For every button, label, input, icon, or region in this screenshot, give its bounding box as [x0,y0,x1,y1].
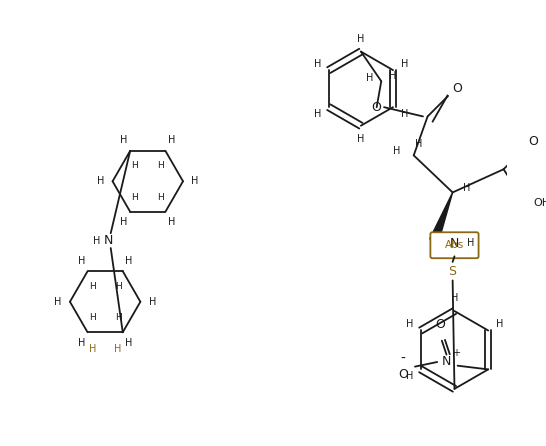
Text: +: + [452,348,460,358]
Text: H: H [191,176,199,186]
Text: H: H [149,297,156,307]
Text: H: H [389,70,396,81]
Text: H: H [121,136,128,145]
Text: H: H [157,193,164,202]
Text: H: H [168,217,175,227]
FancyBboxPatch shape [430,232,478,258]
Text: H: H [125,338,133,348]
Text: H: H [414,139,422,149]
Text: H: H [357,134,365,144]
Text: N: N [442,355,451,368]
Text: H: H [90,344,97,354]
Text: H: H [393,146,401,156]
Text: H: H [78,338,85,348]
Text: H: H [132,193,138,202]
Text: O: O [529,135,538,148]
Text: H: H [132,161,138,170]
Text: H: H [93,235,100,246]
Text: H: H [314,109,321,119]
Text: H: H [97,176,104,186]
Text: O: O [372,101,382,114]
Text: H: H [115,313,122,322]
Text: Abs: Abs [445,240,464,250]
Text: H: H [168,136,175,145]
Text: H: H [314,58,321,69]
Text: OH: OH [533,198,546,208]
Text: H: H [406,319,413,329]
Polygon shape [430,192,453,242]
Text: H: H [463,183,470,193]
Text: H: H [114,344,121,354]
Text: H: H [54,297,62,307]
Text: S: S [449,264,456,278]
Text: H: H [157,161,164,170]
Text: H: H [121,217,128,227]
Text: H: H [467,238,475,248]
Text: O: O [452,82,462,95]
Text: -: - [401,352,405,366]
Text: H: H [357,33,365,44]
Text: H: H [78,256,85,266]
Text: H: H [115,281,122,290]
Text: N: N [450,237,459,250]
Text: H: H [366,74,374,83]
Text: N: N [104,234,114,247]
Text: H: H [401,58,408,69]
Text: H: H [496,319,503,329]
Text: H: H [89,313,96,322]
Text: H: H [451,293,458,303]
Text: O: O [398,368,408,380]
Text: H: H [125,256,133,266]
Text: H: H [406,371,413,381]
Text: O: O [435,318,445,331]
Text: H: H [401,109,408,119]
Text: H: H [89,281,96,290]
